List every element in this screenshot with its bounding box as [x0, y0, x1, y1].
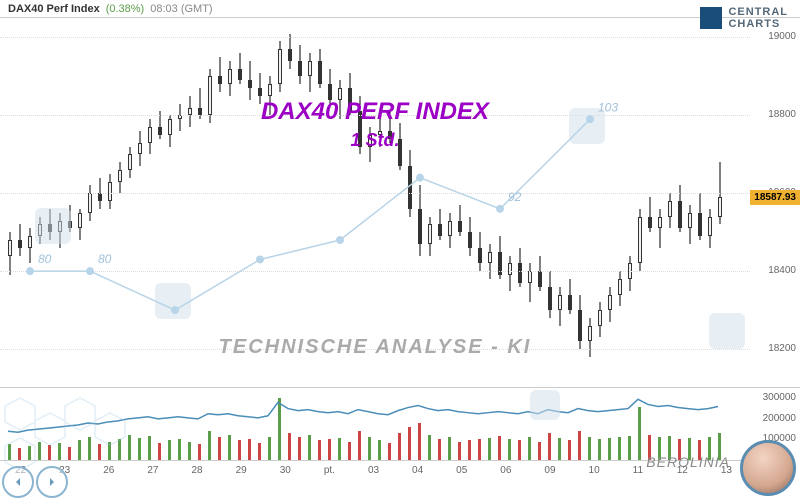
price-axis: 182001840018600188001900018587.93	[750, 18, 800, 387]
hex-decoration	[0, 388, 200, 478]
instrument-name: DAX40 Perf Index	[8, 3, 100, 15]
logo-text: CENTRALCHARTS	[728, 6, 788, 30]
nav-prev-button[interactable]	[2, 466, 34, 498]
logo: CENTRALCHARTS	[700, 6, 788, 30]
logo-icon	[700, 7, 722, 29]
percent-change: (0.38%)	[106, 3, 145, 15]
indicator-overlay: 80 80 92 103	[0, 18, 750, 388]
timestamp: 08:03 (GMT)	[150, 3, 212, 15]
brand-label: BEROLINIA	[646, 454, 730, 470]
chart-header: DAX40 Perf Index (0.38%) 08:03 (GMT)	[0, 0, 800, 18]
svg-text:80: 80	[38, 252, 52, 266]
price-chart[interactable]: DAX40 PERF INDEX 1 Std. TECHNISCHE ANALY…	[0, 18, 800, 388]
nav-next-button[interactable]	[36, 466, 68, 498]
nav-buttons	[2, 466, 68, 498]
svg-text:80: 80	[98, 252, 112, 266]
svg-text:92: 92	[508, 190, 522, 204]
watermark-icon	[530, 390, 560, 420]
avatar[interactable]	[740, 440, 796, 496]
svg-text:103: 103	[598, 100, 618, 114]
